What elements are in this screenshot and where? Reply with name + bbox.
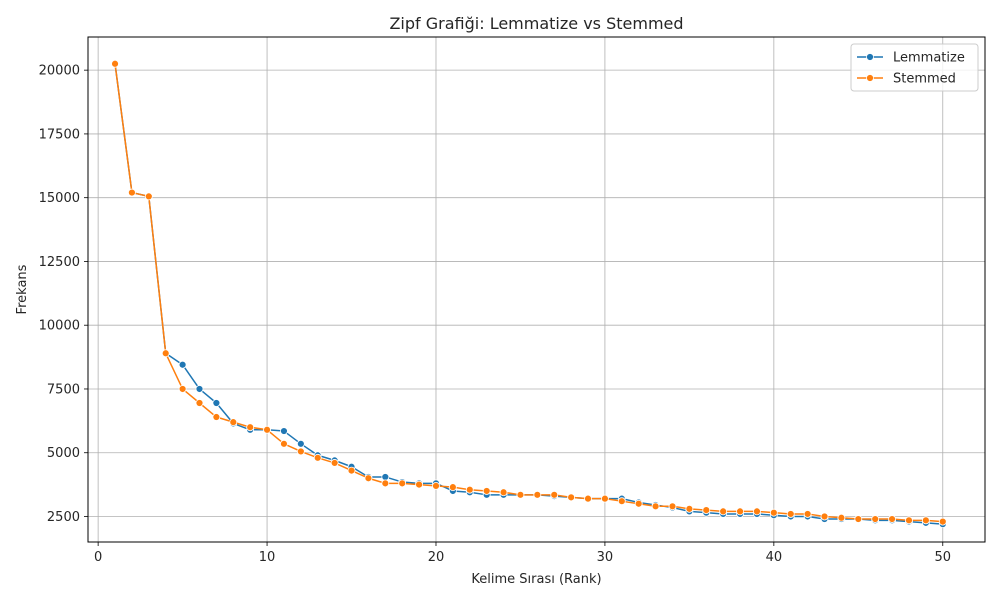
data-point-stemmed xyxy=(111,59,119,68)
data-point-lemmatize xyxy=(178,360,187,369)
data-point-stemmed xyxy=(803,510,812,518)
data-point-stemmed xyxy=(296,447,305,456)
data-point-stemmed xyxy=(482,487,491,495)
data-point-stemmed xyxy=(161,349,170,358)
data-point-stemmed xyxy=(736,507,744,516)
legend-label-lemmatize: Lemmatize xyxy=(893,51,965,66)
y-axis-label: Frekans xyxy=(15,264,30,314)
data-point-stemmed xyxy=(753,507,761,516)
x-tick-label: 20 xyxy=(428,550,445,565)
data-point-stemmed xyxy=(584,494,592,503)
data-point-lemmatize xyxy=(212,399,221,407)
x-tick-label: 40 xyxy=(766,550,783,565)
data-point-stemmed xyxy=(685,504,694,513)
data-point-lemmatize xyxy=(381,473,390,481)
data-point-stemmed xyxy=(381,479,390,488)
y-tick-label: 2500 xyxy=(47,510,80,525)
data-point-stemmed xyxy=(516,490,525,499)
data-point-stemmed xyxy=(465,485,474,494)
y-tick-label: 20000 xyxy=(39,64,80,79)
data-point-stemmed xyxy=(229,418,238,427)
data-point-stemmed xyxy=(432,481,440,490)
data-point-stemmed xyxy=(617,497,626,506)
data-point-stemmed xyxy=(871,515,880,523)
data-point-stemmed xyxy=(837,513,846,522)
data-point-stemmed xyxy=(347,466,356,475)
data-point-stemmed xyxy=(651,502,660,511)
data-point-stemmed xyxy=(263,425,271,434)
data-point-stemmed xyxy=(567,493,576,502)
data-point-stemmed xyxy=(769,508,778,517)
data-point-stemmed xyxy=(280,439,288,448)
y-tick-label: 10000 xyxy=(39,319,80,334)
data-point-stemmed xyxy=(702,506,711,515)
data-point-stemmed xyxy=(398,479,407,488)
y-tick-label: 5000 xyxy=(47,446,80,461)
x-tick-label: 30 xyxy=(597,550,614,565)
data-point-stemmed xyxy=(144,192,153,201)
data-point-stemmed xyxy=(550,490,559,499)
legend: Lemmatize Stemmed xyxy=(850,43,979,92)
data-point-stemmed xyxy=(128,188,136,197)
data-point-stemmed xyxy=(499,488,508,497)
legend-label-stemmed: Stemmed xyxy=(893,72,956,87)
y-tick-label: 17500 xyxy=(39,127,80,142)
data-point-stemmed xyxy=(533,490,542,499)
series-layer xyxy=(111,59,947,529)
data-point-stemmed xyxy=(364,474,373,483)
data-point-stemmed xyxy=(854,515,863,523)
data-point-stemmed xyxy=(938,517,947,526)
data-point-stemmed xyxy=(178,385,187,393)
data-point-stemmed xyxy=(415,480,424,489)
legend-marker-stemmed xyxy=(866,74,874,82)
data-point-stemmed xyxy=(195,399,204,407)
y-tick-label: 15000 xyxy=(39,191,80,206)
data-point-lemmatize xyxy=(195,385,204,393)
data-point-stemmed xyxy=(634,499,643,508)
chart-title: Zipf Grafiği: Lemmatize vs Stemmed xyxy=(389,14,683,33)
data-point-stemmed xyxy=(921,516,930,525)
data-point-stemmed xyxy=(668,502,677,511)
series-stemmed xyxy=(111,59,947,526)
data-point-stemmed xyxy=(330,459,339,467)
data-point-stemmed xyxy=(313,453,322,462)
data-point-lemmatize xyxy=(296,439,305,448)
grid xyxy=(88,37,985,542)
legend-box xyxy=(850,43,979,92)
data-point-stemmed xyxy=(719,507,728,516)
x-tick-label: 10 xyxy=(259,550,276,565)
data-point-lemmatize xyxy=(280,427,288,435)
y-tick-label: 7500 xyxy=(47,382,80,397)
x-axis-label: Kelime Sırası (Rank) xyxy=(471,572,601,587)
data-point-stemmed xyxy=(905,516,913,525)
data-point-stemmed xyxy=(212,413,221,421)
plot-frame xyxy=(87,36,986,543)
legend-marker-lemmatize xyxy=(866,53,874,61)
data-point-stemmed xyxy=(820,512,829,521)
data-point-stemmed xyxy=(601,494,609,503)
data-point-stemmed xyxy=(246,423,255,432)
x-tick-label: 0 xyxy=(94,550,102,565)
y-tick-label: 12500 xyxy=(39,255,80,270)
data-point-stemmed xyxy=(448,483,457,492)
data-point-stemmed xyxy=(888,515,896,523)
ticks: 0 10 20 30 40 50 2500 5000 7500 10000 12500 15000 17… xyxy=(39,64,951,565)
x-tick-label: 50 xyxy=(934,550,951,565)
data-point-stemmed xyxy=(786,510,795,518)
